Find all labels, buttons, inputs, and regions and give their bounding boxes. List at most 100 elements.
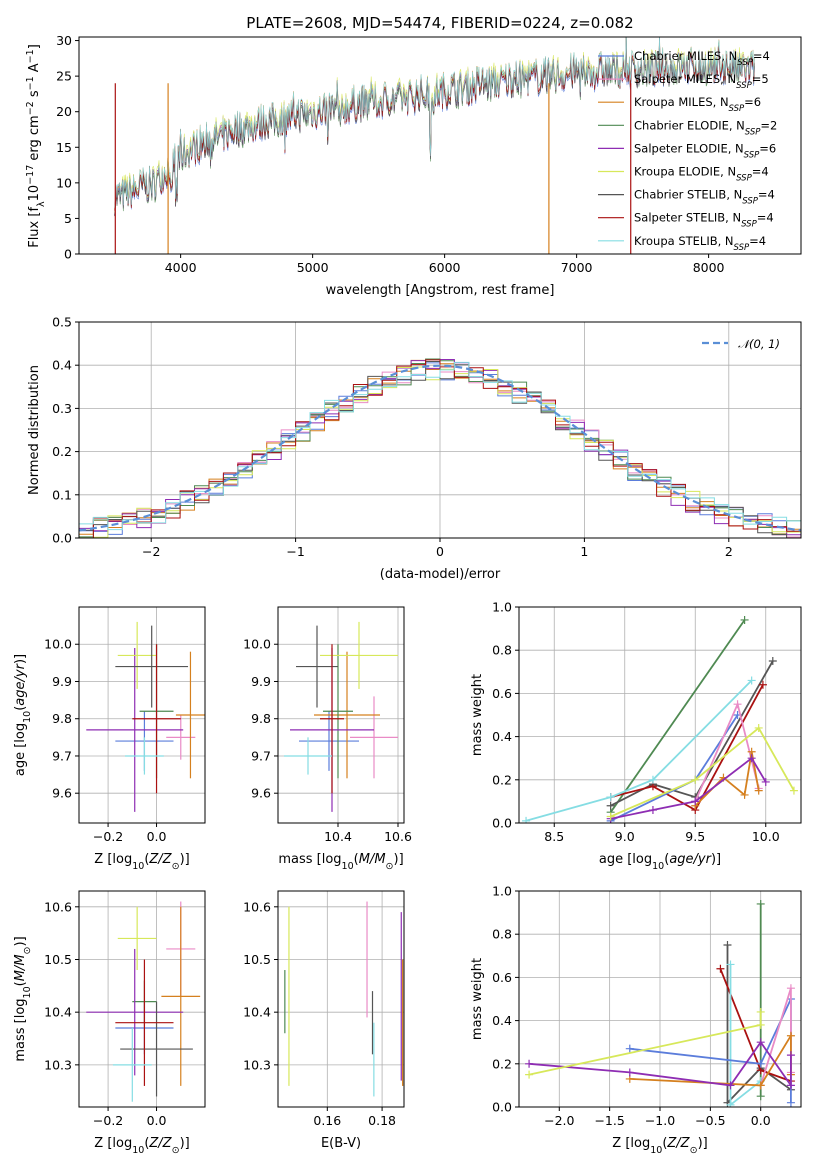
y-axis-label: mass [log10(M/M⊙)] (13, 936, 33, 1061)
y-tick-label: 1.0 (492, 600, 512, 615)
weight-marker (756, 1081, 765, 1090)
y-tick-label: 0.2 (492, 1056, 512, 1071)
y-tick-label: 10.3 (243, 1057, 271, 1072)
plot-area (79, 358, 801, 538)
weight-marker (606, 793, 615, 802)
y-tick-label: 25 (56, 69, 72, 84)
y-tick-label: 0.4 (492, 1013, 512, 1028)
axes-frame (78, 890, 206, 1108)
y-tick-label: 0 (64, 247, 72, 262)
weight-marker (691, 775, 700, 784)
panel-age_vs_mass: 10.4 10.6 9.6 9.7 9.8 9.9 10.0 mass [log10(M/M⊙… (243, 606, 412, 872)
x-tick-label: 10.6 (384, 829, 412, 844)
x-tick-label: 0.0 (147, 1113, 167, 1128)
legend-entry: Chabrier STELIB, NSSP=4 (634, 188, 775, 207)
y-axis-label: age [log10(age/yr)] (13, 654, 33, 776)
legend-entry: Chabrier MILES, NSSP=4 (634, 49, 770, 68)
weight-marker (786, 1098, 795, 1107)
y-tick-label: 0.4 (52, 358, 72, 373)
y-tick-label: 0.3 (52, 401, 72, 416)
plot-area (114, 37, 755, 254)
x-tick-label: 7000 (561, 260, 593, 275)
weight-marker (733, 700, 742, 709)
weight-marker (756, 1059, 765, 1068)
x-tick-label: 2 (725, 544, 733, 559)
y-tick-label: 10.0 (44, 637, 72, 652)
weight-marker (716, 964, 725, 973)
y-tick-label: 10.3 (44, 1057, 72, 1072)
x-axis-label: wavelength [Angstrom, rest frame] (326, 283, 555, 298)
weight-line (609, 619, 746, 813)
y-tick-label: 20 (56, 104, 72, 119)
weight-line (528, 1012, 762, 1076)
weight-marker (522, 816, 531, 823)
y-tick-label: 0.1 (52, 487, 72, 502)
plot-area (522, 615, 798, 823)
axes-frame (78, 606, 206, 824)
legend-entry: Chabrier ELODIE, NSSP=2 (634, 118, 777, 137)
weight-marker (768, 657, 777, 665)
y-tick-label: 0.2 (52, 444, 72, 459)
y-tick-label: 0.5 (52, 315, 72, 330)
y-tick-label: 9.9 (52, 674, 72, 689)
legend-entry: Salpeter ELODIE, NSSP=6 (634, 141, 776, 160)
y-tick-label: 9.8 (251, 711, 271, 726)
y-tick-label: 9.8 (52, 711, 72, 726)
weight-marker (756, 1007, 765, 1016)
y-tick-label: 0.4 (492, 729, 512, 744)
x-tick-label: 0.16 (313, 1113, 341, 1128)
y-tick-label: 10.6 (44, 899, 72, 914)
plot-area (86, 621, 205, 812)
y-tick-label: 9.7 (251, 748, 271, 763)
axes-frame (518, 606, 802, 824)
y-tick-label: 10.6 (243, 899, 271, 914)
y-axis-label: Flux [fλ10−17 erg cm−2 s−1 A−1] (25, 44, 47, 248)
x-tick-label: 1 (580, 544, 588, 559)
legend-entry: Kroupa MILES, NSSP=6 (634, 95, 761, 114)
axes-frame (78, 36, 802, 255)
y-tick-label: 0.0 (492, 1100, 512, 1115)
x-tick-label: 0 (436, 544, 444, 559)
x-axis-label: Z [log10(Z/Z⊙)] (94, 1136, 189, 1156)
x-tick-label: 8000 (693, 260, 725, 275)
x-axis-label: mass [log10(M/M⊙)] (278, 852, 403, 872)
x-tick-label: 8.5 (544, 829, 564, 844)
x-tick-label: −1.5 (594, 1113, 624, 1128)
weight-line (759, 987, 792, 1086)
x-tick-label: −0.2 (93, 1113, 123, 1128)
x-tick-label: −0.5 (695, 1113, 725, 1128)
weight-marker (754, 786, 763, 795)
weight-line (525, 679, 753, 822)
x-tick-label: −1.0 (645, 1113, 675, 1128)
x-axis-label: age [log10(age/yr)] (599, 852, 721, 872)
x-tick-label: 9.0 (615, 829, 635, 844)
weight-line (726, 945, 792, 1105)
y-tick-label: 0.2 (492, 772, 512, 787)
weight-line (529, 1040, 792, 1089)
y-tick-label: 10.4 (243, 1005, 271, 1020)
x-tick-label: 6000 (429, 260, 461, 275)
plot-area (284, 901, 404, 1097)
axes-frame (277, 890, 405, 1108)
normal-curve (79, 364, 801, 532)
weight-marker (606, 812, 615, 821)
x-tick-label: 10.0 (752, 829, 780, 844)
y-tick-label: 10.4 (44, 1005, 72, 1020)
weight-marker (723, 941, 732, 949)
weight-marker (606, 801, 615, 810)
weight-marker (691, 797, 700, 806)
weight-marker (786, 1081, 795, 1090)
y-tick-label: 5 (64, 211, 72, 226)
panel-massweight_vs_age: 8.5 9.0 9.5 10.0 0.0 0.2 0.4 0.6 0.8 1.0 age [log1… (470, 600, 802, 872)
y-tick-label: 10 (56, 175, 72, 190)
weight-marker (756, 1092, 765, 1101)
y-tick-label: 9.6 (52, 786, 72, 801)
x-tick-label: 10.4 (324, 829, 352, 844)
weight-marker (756, 1038, 765, 1047)
weight-marker (726, 1081, 735, 1090)
weight-marker (756, 1020, 765, 1029)
x-tick-label: −2.0 (544, 1113, 574, 1128)
weight-marker (648, 806, 657, 815)
axes-frame (277, 606, 405, 824)
